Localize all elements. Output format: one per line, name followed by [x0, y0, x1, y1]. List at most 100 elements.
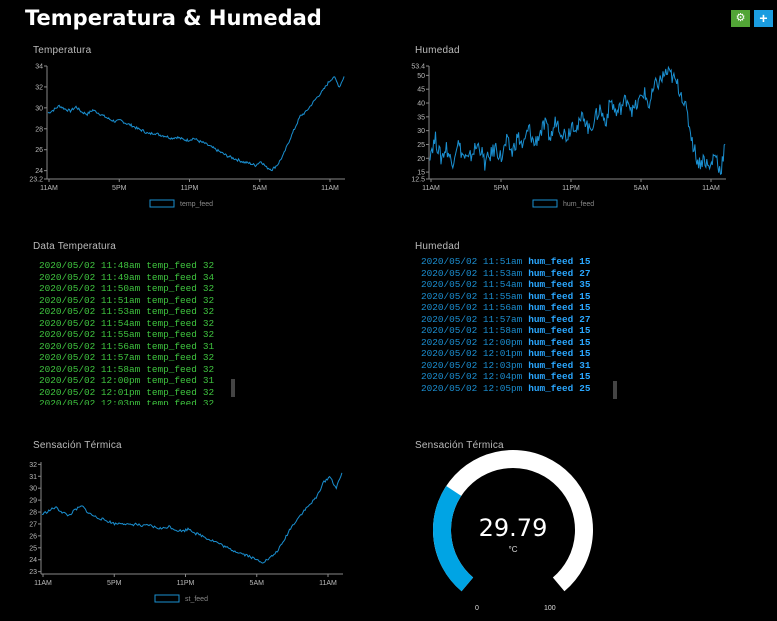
log-row: 2020/05/02 11:53am hum_feed 27 — [421, 268, 611, 280]
gauge-min-label: 0 — [475, 605, 479, 612]
y-tick-label: 35 — [417, 114, 425, 121]
log-timestamp: 2020/05/02 11:53am — [421, 267, 523, 279]
log-timestamp: 2020/05/02 11:58am — [421, 325, 523, 336]
log-timestamp: 2020/05/02 11:54am — [39, 317, 141, 329]
legend-label: hum_feed — [563, 201, 594, 208]
log-feed: hum_feed — [528, 371, 574, 382]
y-tick-label: 24 — [35, 168, 43, 175]
legend-swatch — [532, 199, 558, 208]
log-row: 2020/05/02 12:03pm temp_feed 32 — [39, 398, 229, 405]
log-row: 2020/05/02 12:03pm hum_feed 31 — [421, 360, 611, 372]
temperatura-chart-title: Temperatura — [33, 45, 92, 56]
x-tick-label: 5AM — [250, 580, 265, 587]
log-value: 32 — [202, 352, 215, 363]
y-tick-label: 32 — [35, 84, 43, 91]
log-row: 2020/05/02 11:56am hum_feed 15 — [421, 302, 611, 314]
x-tick-label: 11AM — [34, 580, 52, 587]
log-timestamp: 2020/05/02 12:00pm — [421, 336, 523, 348]
log-feed: temp_feed — [146, 294, 197, 306]
x-tick-label: 11PM — [181, 185, 199, 192]
gauge-unit: °C — [508, 545, 518, 554]
log-row: 2020/05/02 11:54am hum_feed 35 — [421, 279, 611, 291]
y-tick-label: 45 — [417, 87, 425, 94]
log-value: 15 — [579, 256, 591, 267]
sensacion-chart-title: Sensación Térmica — [33, 440, 122, 451]
y-tick-label: 26 — [35, 147, 43, 154]
gauge-max-label: 100 — [544, 605, 556, 612]
sensacion-gauge-title: Sensación Térmica — [415, 440, 504, 451]
log-value: 27 — [579, 313, 591, 325]
log-row: 2020/05/02 11:57am hum_feed 27 — [421, 314, 611, 326]
x-tick-label: 11AM — [321, 185, 339, 192]
log-feed: hum_feed — [528, 359, 574, 371]
log-value: 32 — [202, 386, 215, 398]
log-feed: hum_feed — [528, 290, 574, 302]
y-tick-label: 50 — [417, 73, 425, 80]
temperatura-log[interactable]: 2020/05/02 11:48am temp_feed 32 2020/05/02 … — [39, 260, 229, 405]
log-timestamp: 2020/05/02 12:05pm — [421, 382, 523, 394]
log-timestamp: 2020/05/02 11:48am — [39, 260, 141, 271]
log-timestamp: 2020/05/02 11:57am — [421, 313, 523, 325]
log-value: 15 — [579, 325, 591, 336]
y-tick-label: 30 — [29, 486, 37, 493]
x-tick-label: 11PM — [177, 580, 195, 587]
log-timestamp: 2020/05/02 12:01pm — [39, 386, 141, 398]
log-timestamp: 2020/05/02 11:51am — [39, 294, 141, 306]
x-tick-label: 5AM — [253, 185, 268, 192]
log-value: 32 — [202, 329, 215, 340]
y-tick-label: 34 — [35, 64, 43, 71]
humedad-log-scrollbar[interactable] — [613, 381, 617, 399]
y-tick-label: 40 — [417, 101, 425, 108]
log-row: 2020/05/02 12:00pm hum_feed 15 — [421, 337, 611, 349]
log-feed: temp_feed — [146, 375, 197, 386]
y-tick-label: 30 — [417, 128, 425, 135]
log-timestamp: 2020/05/02 12:00pm — [39, 375, 141, 386]
x-tick-label: 5PM — [107, 580, 122, 587]
y-tick-label: 23.2 — [29, 177, 43, 184]
log-timestamp: 2020/05/02 11:53am — [39, 306, 141, 317]
log-feed: temp_feed — [146, 260, 197, 271]
y-tick-label: 27 — [29, 521, 37, 528]
sensacion-chart[interactable]: 32 31 30 29 28 27 26 25 24 23 11AM 5PM 11PM 5AM 11AM st… — [25, 456, 355, 611]
log-row: 2020/05/02 12:04pm hum_feed 15 — [421, 371, 611, 383]
log-value: 15 — [579, 348, 591, 359]
y-tick-label: 12.5 — [411, 177, 425, 184]
log-timestamp: 2020/05/02 12:03pm — [39, 398, 141, 405]
log-timestamp: 2020/05/02 12:01pm — [421, 348, 523, 359]
temperatura-log-scrollbar[interactable] — [231, 379, 235, 397]
humedad-log[interactable]: 2020/05/02 11:51am hum_feed 15 2020/05/02 1… — [421, 256, 611, 403]
log-feed: temp_feed — [146, 363, 197, 375]
log-timestamp: 2020/05/02 11:54am — [421, 279, 523, 290]
log-timestamp: 2020/05/02 11:51am — [421, 256, 523, 267]
series-line-hum_feed — [429, 65, 726, 176]
legend-swatch — [154, 594, 180, 603]
log-value: 32 — [202, 363, 215, 375]
log-value: 35 — [579, 279, 591, 290]
y-tick-label: 25 — [29, 545, 37, 552]
log-feed: temp_feed — [146, 386, 197, 398]
y-tick-label: 31 — [29, 474, 37, 481]
y-tick-label: 20 — [417, 156, 425, 163]
add-block-button[interactable]: + — [754, 10, 773, 27]
log-row: 2020/05/02 11:58am hum_feed 15 — [421, 325, 611, 337]
log-timestamp: 2020/05/02 11:50am — [39, 283, 141, 294]
log-row: 2020/05/02 11:55am temp_feed 32 — [39, 329, 229, 341]
x-tick-label: 11AM — [702, 185, 720, 192]
log-feed: hum_feed — [528, 325, 574, 336]
legend-label: st_feed — [185, 596, 208, 603]
log-feed: hum_feed — [528, 348, 574, 359]
log-feed: hum_feed — [528, 313, 574, 325]
y-tick-label: 26 — [29, 533, 37, 540]
log-feed: temp_feed — [146, 398, 197, 405]
log-row: 2020/05/02 11:51am hum_feed 15 — [421, 256, 611, 268]
log-timestamp: 2020/05/02 12:04pm — [421, 371, 523, 382]
log-timestamp: 2020/05/02 11:56am — [39, 340, 141, 352]
log-row: 2020/05/02 11:48am temp_feed 32 — [39, 260, 229, 272]
log-feed: temp_feed — [146, 317, 197, 329]
settings-button[interactable]: ⚙ — [731, 10, 750, 27]
series-line-temp_feed — [47, 76, 345, 172]
x-tick-label: 5PM — [112, 185, 127, 192]
log-feed: hum_feed — [528, 336, 574, 348]
